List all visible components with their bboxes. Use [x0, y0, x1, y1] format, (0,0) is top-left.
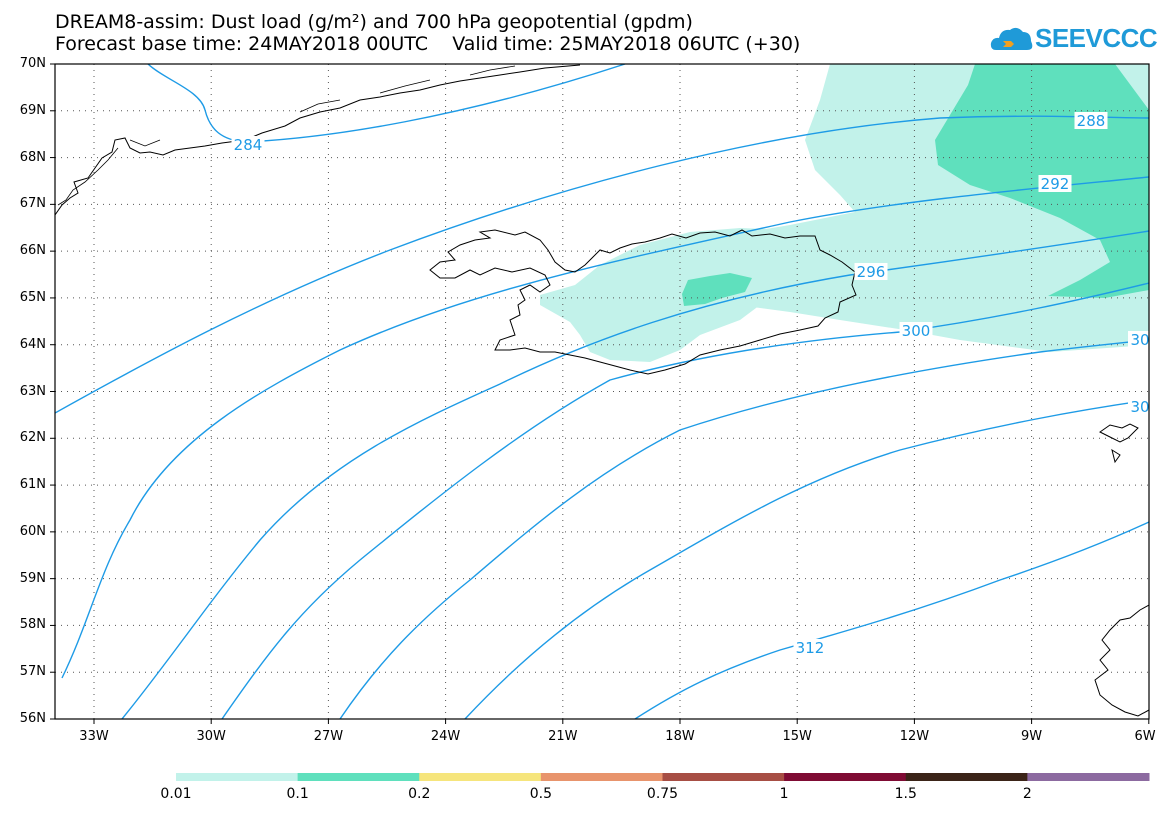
- lon-label: 24W: [430, 729, 461, 744]
- contour-label: 30: [1130, 398, 1149, 416]
- contour-label: 300: [902, 322, 931, 340]
- iceland-coast: [429, 229, 857, 375]
- graticule: [55, 64, 1149, 719]
- greenland-coast: [55, 64, 581, 216]
- scotland-coast: [1094, 604, 1149, 717]
- contour-label: 292: [1041, 175, 1070, 193]
- colorbar-label: 0.5: [529, 786, 552, 802]
- colorbar-swatch: [176, 773, 299, 781]
- contour-label: 288: [1077, 112, 1106, 130]
- lat-label: 65N: [19, 289, 46, 305]
- lat-label: 69N: [19, 102, 46, 118]
- lon-label: 9W: [1021, 729, 1043, 744]
- lat-label: 63N: [19, 383, 46, 399]
- chart-title-line1: DREAM8-assim: Dust load (g/m²) and 700 h…: [55, 11, 693, 33]
- colorbar-swatch: [297, 773, 420, 781]
- lon-label: 33W: [79, 729, 109, 744]
- lat-label: 57N: [19, 664, 46, 680]
- lat-label: 67N: [19, 196, 46, 212]
- lon-label: 27W: [313, 729, 344, 744]
- lat-label: 60N: [19, 523, 46, 539]
- lon-label: 12W: [899, 729, 930, 744]
- colorbar-swatch: [784, 773, 907, 781]
- colorbar-label: 0.01: [160, 786, 192, 802]
- lat-label: 58N: [19, 617, 46, 633]
- contour-label: 284: [234, 136, 263, 154]
- lon-label: 30W: [196, 729, 226, 744]
- lat-label: 68N: [19, 149, 46, 165]
- colorbar-label: 1.5: [894, 786, 917, 802]
- cloud-logo-icon: [990, 27, 1033, 50]
- colorbar-swatch: [905, 773, 1028, 781]
- logo-text: SEEVCCC: [1035, 23, 1158, 53]
- lon-label: 21W: [548, 729, 578, 744]
- lat-label: 61N: [19, 477, 46, 493]
- axis-ticks: [50, 63, 1150, 724]
- lon-label: 15W: [782, 729, 812, 744]
- lat-label: 70N: [19, 56, 46, 71]
- dust-spot-iceland: [682, 273, 752, 306]
- colorbar-swatch: [419, 773, 542, 781]
- lat-label: 66N: [19, 243, 46, 259]
- colorbar-label: 0.1: [286, 786, 309, 802]
- contour-label: 30: [1130, 331, 1149, 349]
- colorbar-swatch: [662, 773, 785, 781]
- lat-label: 59N: [19, 570, 46, 586]
- lat-label: 62N: [19, 430, 46, 446]
- greenland-coast-inner: [57, 65, 516, 206]
- colorbar: [176, 773, 1150, 781]
- colorbar-label: 1: [779, 786, 789, 802]
- colorbar-label: 0.75: [646, 786, 679, 802]
- colorbar-swatch: [540, 773, 663, 781]
- lon-label: 18W: [665, 729, 695, 744]
- dust-region-iceland: [540, 228, 820, 362]
- contour-labels: 284 288 292 296 300 30 30 312: [231, 112, 1149, 657]
- contour-label: 312: [796, 639, 825, 657]
- contour-label: 296: [857, 263, 886, 281]
- chart-title-line2: Forecast base time: 24MAY2018 00UTC Vali…: [55, 33, 801, 55]
- faroe-islands: [1099, 423, 1139, 464]
- colorbar-swatch: [1027, 773, 1150, 781]
- lat-label: 56N: [19, 711, 46, 726]
- colorbar-label: 0.2: [408, 786, 431, 802]
- lon-label: 6W: [1134, 729, 1156, 744]
- lat-label: 64N: [19, 336, 46, 352]
- colorbar-label: 2: [1022, 786, 1032, 802]
